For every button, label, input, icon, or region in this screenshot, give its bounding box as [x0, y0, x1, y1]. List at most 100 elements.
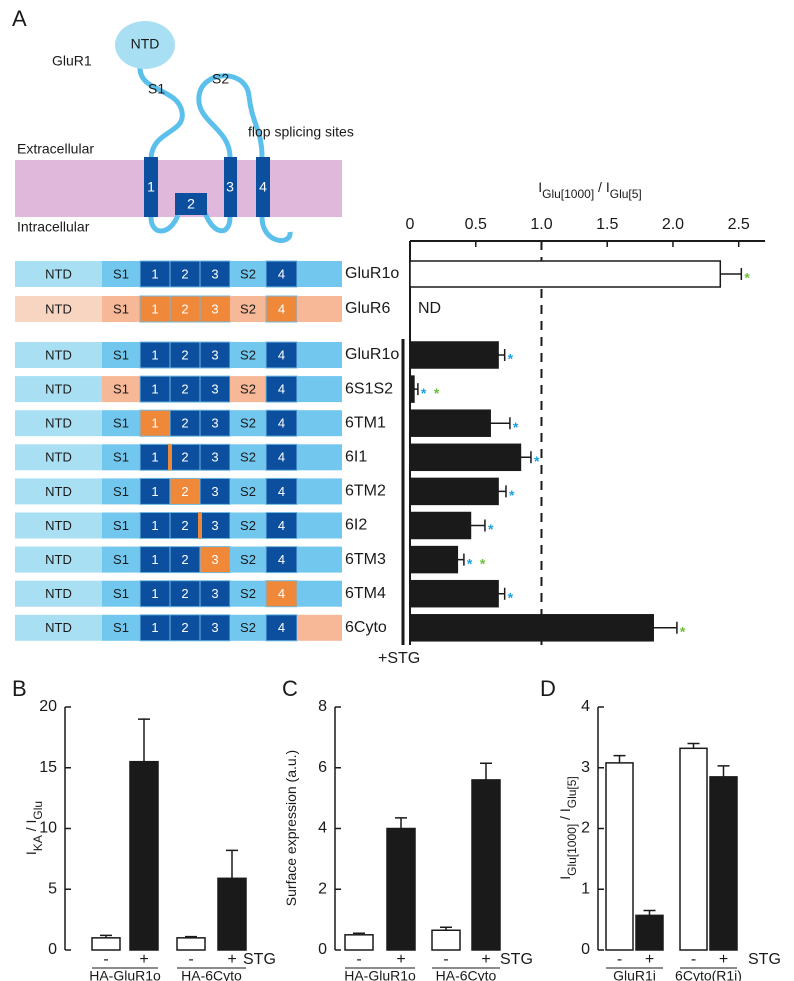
construct-segment — [169, 546, 201, 574]
error-bar — [395, 817, 407, 829]
construct-label: NTD — [45, 450, 72, 465]
y-tick-label: 6TM2 — [345, 483, 386, 500]
significance-star: * — [434, 385, 440, 401]
bar — [409, 443, 522, 472]
panel-label: D — [540, 676, 556, 701]
series-tick-label: - — [617, 951, 622, 968]
series-tick-label: + — [227, 951, 236, 968]
title-part: Surface expression (a.u.) — [283, 750, 299, 906]
construct-label: 4 — [278, 620, 285, 635]
bar — [409, 545, 459, 574]
helix — [144, 157, 158, 217]
s2-label: S2 — [212, 71, 229, 87]
error-bar — [470, 519, 486, 532]
error-bar — [138, 718, 150, 762]
construct-label: 2 — [181, 450, 188, 465]
construct-label: S1 — [113, 416, 129, 431]
construct-segment — [199, 443, 231, 471]
construct-segment — [265, 580, 298, 608]
construct-segment — [297, 546, 342, 573]
series-tick-label: + — [481, 951, 490, 968]
error-bar — [457, 553, 465, 566]
construct-label: S2 — [240, 552, 256, 567]
construct-segment — [297, 614, 342, 641]
series-tick-label: - — [443, 951, 448, 968]
error-bar — [226, 849, 238, 879]
construct-segment — [15, 444, 102, 471]
bar — [679, 747, 708, 951]
construct-label: 4 — [278, 347, 285, 362]
bar — [409, 477, 499, 506]
construct-segment — [169, 614, 201, 642]
construct-segment — [230, 410, 266, 437]
construct-segment — [265, 295, 298, 323]
title-part: Glu[1000] — [565, 824, 579, 876]
y-tick-label: 6Cyto — [345, 619, 387, 636]
construct-segment — [169, 375, 201, 403]
construct-segment — [230, 376, 266, 403]
construct-segment — [102, 261, 140, 287]
bar — [129, 760, 159, 951]
error-bar — [498, 485, 507, 498]
construct-segment — [265, 341, 298, 369]
y-tick-label: 6I2 — [345, 517, 367, 534]
construct-label: 1 — [151, 382, 158, 397]
construct-segment — [297, 261, 342, 287]
protein-label: GluR1 — [52, 53, 92, 69]
title-part: / I — [557, 808, 573, 824]
construct-label: 2 — [181, 620, 188, 635]
construct-label: S2 — [240, 620, 256, 635]
x-tick-label: HA-6Cyto — [436, 968, 497, 981]
construct-segment — [15, 410, 102, 437]
construct-segment — [265, 443, 298, 471]
construct-label: 1 — [151, 484, 158, 499]
construct-segment — [265, 375, 298, 403]
bar — [605, 762, 634, 951]
title-part: Glu[1000] — [542, 187, 594, 201]
construct-label: 1 — [151, 416, 158, 431]
series-tick-label: - — [356, 951, 361, 968]
construct-segment — [230, 546, 266, 573]
construct-segment — [102, 444, 140, 471]
construct-segment — [102, 512, 140, 539]
construct-label: S1 — [113, 552, 129, 567]
helix — [256, 157, 270, 217]
y-tick-label: 6 — [318, 759, 327, 776]
y-tick-label: 15 — [39, 759, 57, 776]
value-label: ND — [418, 300, 441, 317]
series-label: STG — [500, 951, 533, 968]
construct-label: NTD — [45, 552, 72, 567]
construct-segment — [102, 614, 140, 641]
significance-star: * — [488, 521, 494, 537]
helix-label: 1 — [147, 179, 155, 195]
construct-segment — [139, 580, 171, 608]
construct-label: 3 — [211, 484, 218, 499]
construct-label: 4 — [278, 416, 285, 431]
construct-segment — [297, 342, 342, 368]
construct-label: 3 — [211, 552, 218, 567]
error-bar — [643, 909, 656, 916]
construct-label: S1 — [113, 586, 129, 601]
helix-label: 3 — [226, 179, 234, 195]
bar — [217, 877, 247, 951]
title-part: / I — [23, 820, 39, 836]
construct-segment — [265, 477, 298, 505]
y-tick-label: 20 — [39, 698, 57, 715]
series-tick-label: - — [103, 951, 108, 968]
significance-star: * — [513, 419, 519, 435]
error-bar — [490, 417, 511, 430]
construct-label: 2 — [181, 586, 188, 601]
error-bar — [717, 765, 730, 777]
panel-label: A — [12, 6, 27, 31]
y-tick-label: 0 — [581, 941, 590, 958]
y-tick-label: GluR6 — [345, 300, 390, 317]
construct-segment — [139, 260, 171, 288]
series-tick-label: + — [645, 951, 654, 968]
bar — [409, 341, 499, 369]
x-tick-label: 1.0 — [530, 216, 552, 233]
construct-segment — [230, 342, 266, 368]
construct-label: 1 — [151, 450, 158, 465]
construct-segment — [15, 546, 102, 573]
significance-star: * — [467, 555, 473, 571]
